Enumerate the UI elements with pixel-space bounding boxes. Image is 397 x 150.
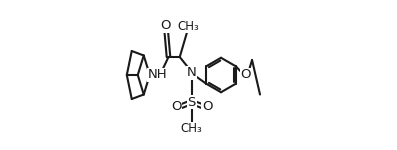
Text: O: O xyxy=(202,100,212,113)
Text: CH₃: CH₃ xyxy=(181,123,202,135)
Text: CH₃: CH₃ xyxy=(177,20,199,33)
Text: S: S xyxy=(187,96,196,108)
Text: O: O xyxy=(171,100,181,113)
Text: NH: NH xyxy=(147,69,167,81)
Text: N: N xyxy=(187,66,197,79)
Text: O: O xyxy=(160,19,171,32)
Text: O: O xyxy=(241,69,251,81)
